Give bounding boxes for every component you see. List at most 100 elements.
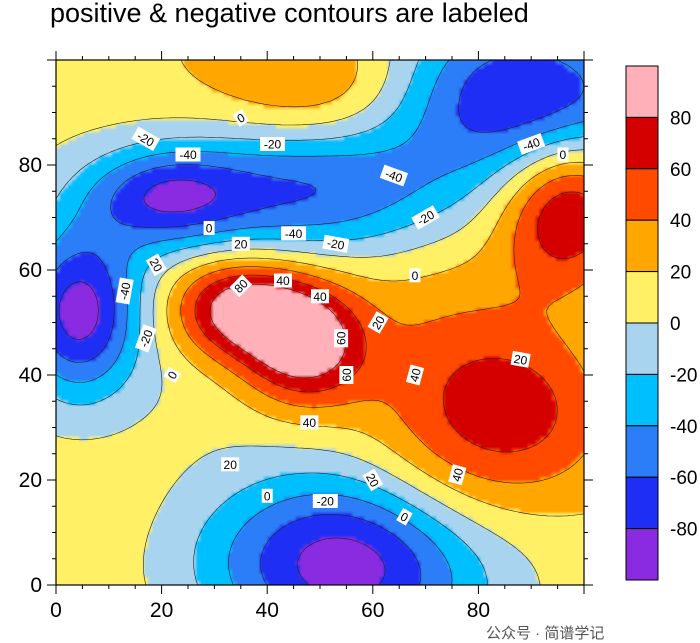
colorbar-label: -20 [670, 365, 697, 386]
contour-label: 0 [163, 366, 182, 384]
contour-label: -40 [281, 226, 307, 241]
contour-label-bg [260, 137, 285, 151]
contour-label-text: 20 [234, 237, 248, 251]
contour-label-text: -40 [179, 148, 197, 162]
contour-label-bg [557, 147, 569, 162]
contour-label-text: -40 [117, 281, 134, 301]
colorbar-label: 20 [670, 263, 691, 284]
contour-label: -20 [312, 494, 338, 509]
contour-label: -40 [115, 277, 134, 305]
colorbar-label: -60 [670, 468, 697, 489]
y-tick-label: 80 [19, 154, 42, 177]
contour-label: 40 [405, 364, 425, 386]
contour-label-bg [134, 324, 157, 353]
contour-label: 0 [203, 221, 215, 236]
contour-label-bg [411, 205, 440, 230]
contour-label-bg [115, 277, 134, 305]
contour-label: 40 [311, 289, 329, 304]
contour-label: 40 [448, 464, 467, 486]
contour-label-text: -40 [383, 166, 404, 185]
colorbar-swatch [625, 271, 659, 324]
contour-label-text: -20 [264, 138, 282, 152]
contour-label-bg [145, 253, 167, 277]
contour-label: 60 [339, 366, 354, 384]
contour-label-bg [379, 164, 409, 187]
y-tick-label: 20 [19, 469, 42, 492]
colorbar: 80 60 40 20 0 -20 -40 -60 -80 [625, 65, 697, 581]
colorbar-swatch [625, 116, 659, 170]
axis-ticks [47, 51, 593, 594]
contour-label: 0 [232, 108, 250, 127]
contour-label-bg [334, 329, 349, 348]
x-tick-label: 20 [150, 599, 173, 622]
contour-label: 80 [229, 274, 253, 298]
contour-label-bg [517, 133, 546, 155]
x-tick-label: 40 [256, 599, 279, 622]
contour-label-text: -40 [521, 135, 542, 154]
contour-label-bg [163, 366, 182, 384]
contour-label: -20 [134, 324, 157, 353]
y-tick-label: 40 [19, 364, 42, 387]
contour-label: 20 [367, 311, 389, 334]
contour-label: -20 [260, 137, 285, 152]
contour-label-bg [131, 126, 161, 152]
contour-label-bg [367, 311, 389, 334]
x-tick-label: 80 [467, 599, 490, 622]
contour-label-text: 20 [369, 313, 388, 332]
contour-label-text: -20 [137, 328, 156, 349]
colorbar-swatch [625, 425, 659, 478]
contour-label-bg [510, 350, 531, 368]
contour-label-bg [229, 274, 253, 298]
contour-label-text: 20 [146, 256, 165, 275]
y-tick-label: 60 [19, 259, 42, 282]
contour-label-bg [322, 234, 350, 253]
contour-label: 40 [300, 415, 319, 430]
contour-label-text: 0 [264, 489, 271, 503]
contour-label: 20 [362, 468, 384, 492]
contour-label-bg [281, 226, 307, 241]
contour-label-bg [405, 364, 425, 386]
y-tick-label: 0 [30, 574, 42, 597]
contour-label-bg [409, 268, 421, 283]
contour-label: 0 [557, 147, 569, 162]
contour-label: 0 [396, 507, 413, 526]
contour-label-bg [396, 507, 413, 526]
contour-label: 0 [409, 268, 421, 283]
contour-label-bg [203, 221, 215, 235]
contour-label-text: 20 [224, 458, 238, 472]
contour-label: -20 [322, 234, 350, 253]
contour-label: 60 [334, 329, 349, 348]
contour-label-bg [221, 457, 240, 472]
contour-label-text: 20 [363, 471, 382, 490]
colorbar-swatch [625, 168, 659, 221]
colorbar-swatch [625, 65, 659, 118]
contour-label-text: -20 [317, 495, 335, 509]
contour-label-bg [261, 488, 273, 503]
colorbar-swatch [625, 219, 659, 273]
contour-label-bg [231, 236, 250, 251]
colorbar-swatch [625, 476, 659, 530]
contour-label: -40 [379, 164, 409, 187]
watermark-text: 公众号 · 简谱学记 [486, 625, 605, 642]
contour-label-text: -40 [285, 227, 303, 241]
x-tick-label: 0 [50, 599, 62, 622]
colorbar-swatch [625, 528, 659, 581]
chart-title: positive & negative contours are labeled [50, 0, 529, 28]
contour-label-bg [274, 273, 292, 288]
contour-label-bg [339, 366, 354, 384]
contour-label: 20 [145, 253, 167, 277]
contour-label-text: 60 [340, 368, 354, 382]
contour-label: -40 [175, 147, 201, 162]
colorbar-label: -80 [670, 520, 697, 541]
contour-label-bg [175, 147, 201, 162]
contour-label-bg [362, 468, 384, 492]
colorbar-label: 60 [670, 160, 691, 181]
contour-label: 0 [261, 488, 273, 503]
contour-label-text: 0 [206, 222, 213, 236]
contour-label-text: 0 [412, 269, 419, 283]
colorbar-label: 0 [670, 314, 681, 335]
x-tick-label: 60 [361, 599, 384, 622]
contour-label: 20 [510, 350, 531, 368]
contour-label-text: -20 [326, 236, 346, 253]
